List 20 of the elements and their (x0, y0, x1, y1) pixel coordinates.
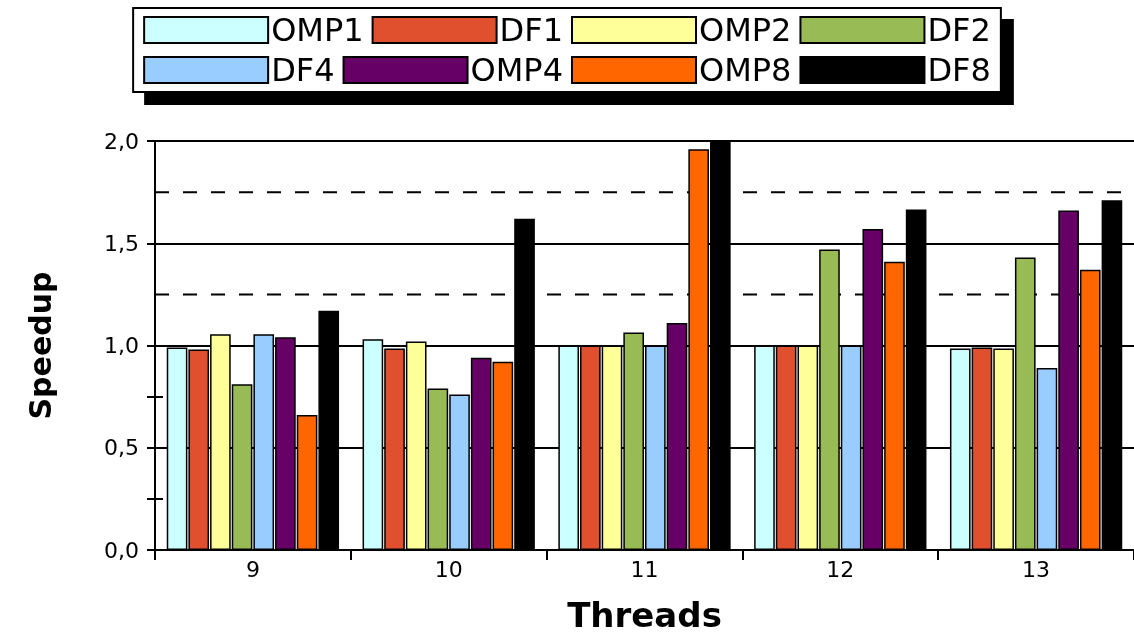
legend-label: DF1 (499, 11, 563, 49)
x-tick-label: 10 (434, 556, 463, 582)
y-tick-label: 2,0 (104, 128, 139, 154)
legend-label: OMP1 (271, 11, 364, 49)
legend-label: DF2 (927, 11, 991, 49)
legend-label: OMP2 (699, 11, 792, 49)
legend-label: DF4 (271, 51, 335, 89)
x-tick-label: 9 (245, 556, 260, 582)
y-tick-label: 1,0 (104, 333, 139, 358)
y-tick-label: 0,5 (104, 435, 139, 461)
legend-label: OMP4 (470, 51, 563, 89)
y-tick-label: 1,5 (104, 230, 139, 256)
y-axis-title: Speedup (22, 271, 58, 420)
x-tick-label: 11 (630, 556, 659, 582)
x-tick-label: 13 (1022, 556, 1051, 582)
x-tick-label: 12 (826, 556, 855, 582)
y-tick-label: 0,0 (104, 537, 139, 563)
x-axis-title: Threads (567, 595, 722, 635)
legend-label: OMP8 (699, 51, 792, 89)
legend-label: DF8 (927, 51, 991, 89)
